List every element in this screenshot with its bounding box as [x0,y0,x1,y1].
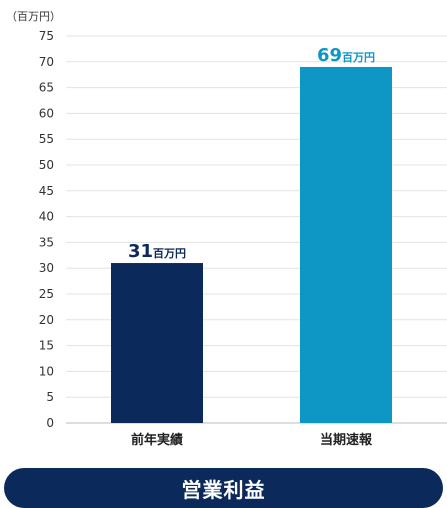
bar-chart: 05101520253035404550556065707531百万円前年実績6… [39,29,447,448]
y-tick-label: 20 [39,313,54,327]
data-label: 69百万円 [317,45,375,66]
data-label-value: 31 [128,241,153,262]
y-tick-label: 50 [39,158,54,172]
y-tick-label: 55 [39,132,54,146]
y-tick-label: 70 [39,55,54,69]
y-tick-label: 75 [39,29,54,43]
chart-title-banner: 営業利益 [4,468,443,508]
data-label-unit: 百万円 [153,247,186,260]
x-category-label: 当期速報 [320,432,373,448]
bar [300,66,392,424]
y-tick-label: 5 [46,390,54,404]
y-axis-unit-label: （百万円） [6,10,61,23]
y-tick-label: 35 [39,235,54,249]
y-tick-label: 15 [39,339,54,353]
y-tick-label: 45 [39,184,54,198]
y-tick-label: 0 [46,416,54,430]
chart-area: （百万円） 0 5 10 15 20 25 30 35 40 45 50 55 60 65 70 75 31百万… [6,10,447,448]
data-label-value: 69 [317,45,342,66]
y-tick-label: 60 [39,106,54,120]
y-tick-label: 10 [39,364,54,378]
x-category-label: 前年実績 [131,432,183,448]
y-tick-label: 30 [39,261,54,275]
chart-title: 営業利益 [181,477,266,502]
data-label: 31百万円 [128,241,186,262]
data-label-unit: 百万円 [342,51,375,64]
bar [111,263,203,423]
y-tick-label: 65 [39,81,54,95]
y-tick-label: 25 [39,287,54,301]
y-tick-label: 40 [39,210,54,224]
